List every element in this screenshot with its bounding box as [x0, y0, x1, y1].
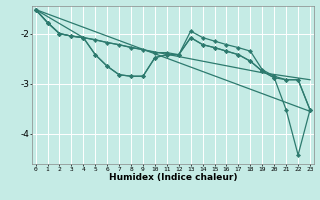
X-axis label: Humidex (Indice chaleur): Humidex (Indice chaleur)	[108, 173, 237, 182]
